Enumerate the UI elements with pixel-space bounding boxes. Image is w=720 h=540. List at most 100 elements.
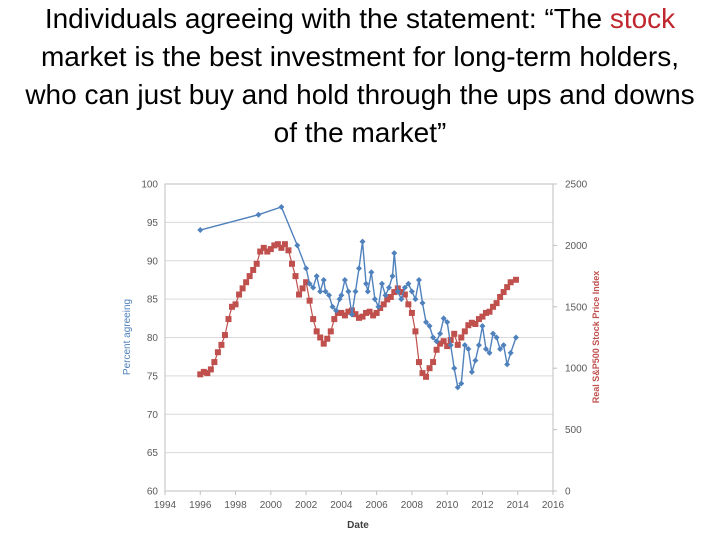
price-line <box>199 243 517 378</box>
price-point <box>433 346 440 353</box>
price-point <box>426 365 433 372</box>
agreeing-point <box>512 334 519 341</box>
price-point <box>472 320 479 327</box>
agreeing-point <box>408 288 415 295</box>
x-tick-label: 1998 <box>224 500 247 511</box>
agreeing-point <box>451 365 458 372</box>
price-point <box>306 297 313 304</box>
agreeing-point <box>371 296 378 303</box>
price-point <box>214 349 221 356</box>
price-point <box>260 244 267 251</box>
price-point <box>363 309 370 316</box>
agreeing-point <box>329 303 336 310</box>
agreeing-point <box>375 303 382 310</box>
left-tick-label: 70 <box>147 410 159 421</box>
left-tick-label: 65 <box>147 448 159 459</box>
price-point <box>296 291 303 298</box>
agreeing-point <box>382 292 389 299</box>
x-tick-label: 2002 <box>295 500 318 511</box>
right-tick-label: 1000 <box>565 364 588 375</box>
left-tick-label: 90 <box>147 256 159 267</box>
price-point <box>493 300 500 307</box>
price-point <box>271 242 278 249</box>
agreeing-point <box>475 342 482 349</box>
left-axis-ticks: 60 65 70 75 80 85 90 95 100 <box>141 180 158 498</box>
agreeing-point <box>317 288 324 295</box>
price-point <box>317 334 324 341</box>
agreeing-point <box>415 276 422 283</box>
price-point <box>334 309 341 316</box>
right-axis-ticks: 0 500 1000 1500 2000 2500 <box>553 180 588 498</box>
price-point <box>451 330 458 337</box>
price-point <box>299 285 306 292</box>
agreeing-point <box>341 276 348 283</box>
price-point <box>370 312 377 319</box>
price-point <box>500 289 507 296</box>
price-point <box>331 316 338 323</box>
agreeing-point <box>385 284 392 291</box>
price-point <box>482 309 489 316</box>
x-axis-ticks: 1994 1996 1998 2000 2002 2004 2006 2008 2010 2012… <box>154 491 565 511</box>
agreeing-point <box>303 265 310 272</box>
agreeing-point <box>430 334 437 341</box>
agreeing-point <box>394 288 401 295</box>
agreeing-point <box>426 322 433 329</box>
price-point <box>313 328 320 335</box>
right-tick-label: 1500 <box>565 302 588 313</box>
price-point <box>345 308 352 315</box>
agreeing-point <box>482 346 489 353</box>
price-point <box>320 340 327 347</box>
price-point <box>253 260 260 267</box>
price-point <box>512 276 519 283</box>
right-tick-label: 500 <box>565 425 582 436</box>
agreeing-point <box>447 342 454 349</box>
price-point <box>274 241 281 248</box>
price-point <box>204 370 211 377</box>
x-tick-label: 2006 <box>366 500 389 511</box>
price-point <box>197 371 204 378</box>
price-point <box>281 241 288 248</box>
price-point <box>285 247 292 254</box>
agreeing-point <box>391 250 398 257</box>
x-tick-label: 2016 <box>542 500 565 511</box>
right-tick-label: 2500 <box>565 180 588 191</box>
x-tick-label: 2014 <box>507 500 530 511</box>
price-point <box>465 322 472 329</box>
plot-border <box>164 183 554 492</box>
price-point <box>359 313 366 320</box>
agreeing-point <box>423 319 430 326</box>
price-point <box>221 332 228 339</box>
agreeing-line <box>200 206 517 389</box>
right-tick-label: 2000 <box>565 241 588 252</box>
agreeing-point <box>412 296 419 303</box>
price-point <box>229 303 236 310</box>
price-point <box>366 308 373 315</box>
price-point <box>475 316 482 323</box>
price-point <box>444 343 451 350</box>
left-tick-label: 75 <box>147 371 159 382</box>
price-point <box>458 334 465 341</box>
agreeing-point <box>326 292 333 299</box>
agreeing-point <box>507 349 514 356</box>
price-point <box>246 273 253 280</box>
price-point <box>218 341 225 348</box>
left-tick-label: 60 <box>147 487 159 498</box>
price-point <box>437 340 444 347</box>
price-point <box>490 303 497 310</box>
right-tick-label: 0 <box>565 487 571 498</box>
agreeing-point <box>398 296 405 303</box>
agreeing-point <box>364 288 371 295</box>
price-point <box>454 341 461 348</box>
price-point <box>384 296 391 303</box>
agreeing-point <box>458 380 465 387</box>
price-point <box>207 366 214 373</box>
agreeing-point <box>294 242 301 249</box>
price-point <box>303 279 310 286</box>
price-point <box>200 368 207 375</box>
price-point <box>327 328 334 335</box>
price-point <box>324 335 331 342</box>
price-point <box>387 293 394 300</box>
price-point <box>310 316 317 323</box>
agreeing-point <box>333 307 340 314</box>
